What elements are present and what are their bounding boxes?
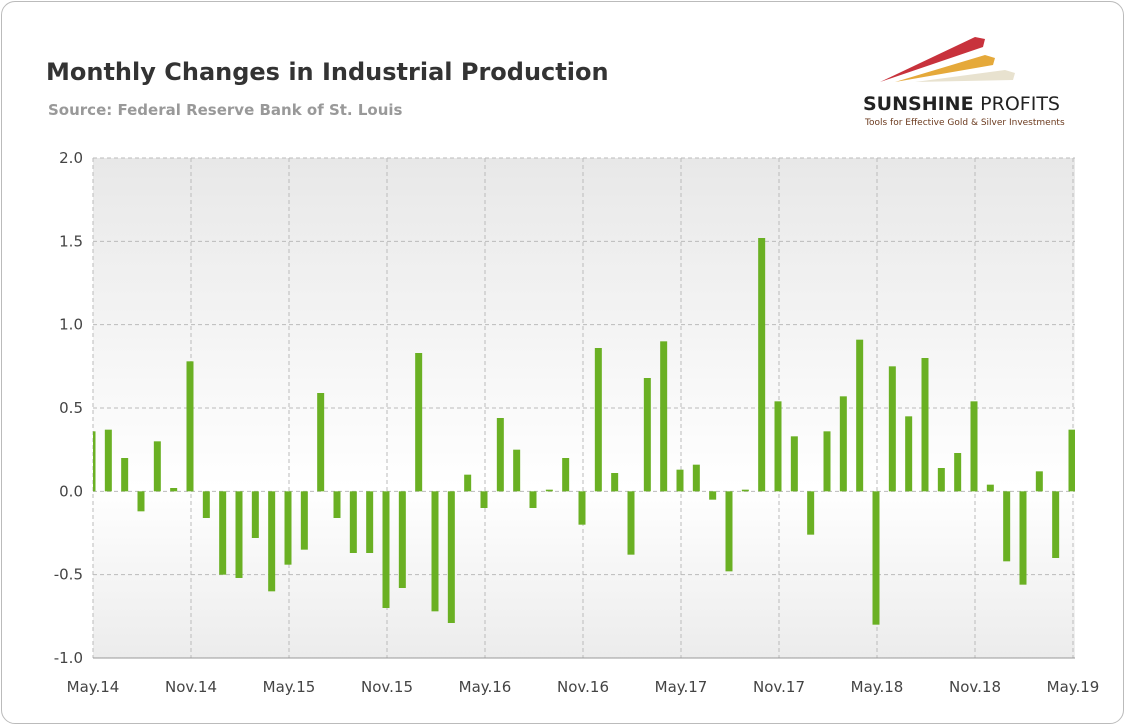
bar (186, 361, 194, 492)
bar (202, 491, 210, 518)
bar (856, 339, 864, 492)
bar (104, 429, 112, 492)
bar (986, 484, 994, 492)
bar (578, 491, 586, 525)
bar (529, 491, 537, 508)
bar (447, 491, 455, 623)
bar (725, 491, 733, 572)
bar (823, 431, 831, 492)
svg-text:SUNSHINE PROFITS: SUNSHINE PROFITS (863, 93, 1060, 115)
bar (1003, 491, 1011, 562)
y-tick-label: 0.5 (59, 399, 83, 417)
bar (545, 489, 553, 492)
y-tick-label: -0.5 (54, 566, 83, 584)
x-tick-label: May.14 (67, 678, 120, 696)
bar (415, 353, 423, 492)
x-tick-label: May.16 (459, 678, 512, 696)
bar (692, 464, 700, 492)
x-tick-label: May.17 (655, 678, 708, 696)
chart-title: Monthly Changes in Industrial Production (46, 58, 609, 86)
x-tick-label: May.15 (263, 678, 316, 696)
bar (398, 491, 406, 588)
bar (251, 491, 259, 538)
bar (937, 468, 945, 492)
bar (562, 458, 570, 492)
bar (660, 341, 668, 492)
x-tick-label: Nov.15 (361, 678, 413, 696)
bar (758, 238, 766, 492)
x-tick-label: May.18 (851, 678, 904, 696)
chart-subtitle: Source: Federal Reserve Bank of St. Loui… (48, 101, 403, 119)
bar (300, 491, 308, 550)
bar (954, 453, 962, 492)
sunshine-profits-logo: SUNSHINE PROFITS Tools for Effective Gol… (863, 37, 1065, 128)
bar (611, 473, 619, 492)
bar (643, 378, 651, 492)
bar (349, 491, 357, 553)
y-tick-label: 0.0 (59, 482, 83, 500)
bar (333, 491, 341, 518)
bar (839, 396, 847, 492)
bar (709, 491, 717, 500)
bar (1068, 429, 1075, 492)
bar (774, 401, 782, 492)
y-tick-label: 1.0 (59, 316, 83, 334)
bar (464, 474, 472, 492)
bar (235, 491, 243, 578)
x-tick-label: Nov.18 (949, 678, 1001, 696)
bar (807, 491, 815, 535)
bar (627, 491, 635, 555)
bar (594, 348, 602, 492)
bar (676, 469, 684, 492)
bar (317, 393, 325, 492)
bar (366, 491, 374, 553)
x-tick-label: Nov.16 (557, 678, 609, 696)
bar (431, 491, 439, 612)
bar (480, 491, 488, 508)
bar (121, 458, 129, 492)
bar (1019, 491, 1027, 585)
bar (93, 431, 96, 492)
bar (268, 491, 276, 592)
bar (1035, 471, 1043, 492)
y-tick-label: 2.0 (59, 149, 83, 167)
bar (888, 366, 896, 492)
bar (872, 491, 880, 625)
x-tick-label: Nov.17 (753, 678, 805, 696)
bar (137, 491, 145, 512)
bar (284, 491, 292, 565)
bar (905, 416, 913, 492)
bar (790, 436, 798, 492)
x-tick-label: May.19 (1047, 678, 1100, 696)
y-tick-label: 1.5 (59, 232, 83, 250)
bar (1052, 491, 1060, 558)
y-tick-label: -1.0 (54, 649, 83, 667)
bar (970, 401, 978, 492)
svg-text:Tools for Effective Gold & Sil: Tools for Effective Gold & Silver Invest… (864, 118, 1065, 128)
bar (153, 441, 161, 492)
bar (219, 491, 227, 575)
bar (382, 491, 390, 608)
bar (741, 489, 749, 492)
bar (921, 358, 929, 492)
bar (170, 488, 178, 492)
bar (496, 418, 504, 492)
x-tick-label: Nov.14 (165, 678, 217, 696)
bar (513, 449, 521, 492)
